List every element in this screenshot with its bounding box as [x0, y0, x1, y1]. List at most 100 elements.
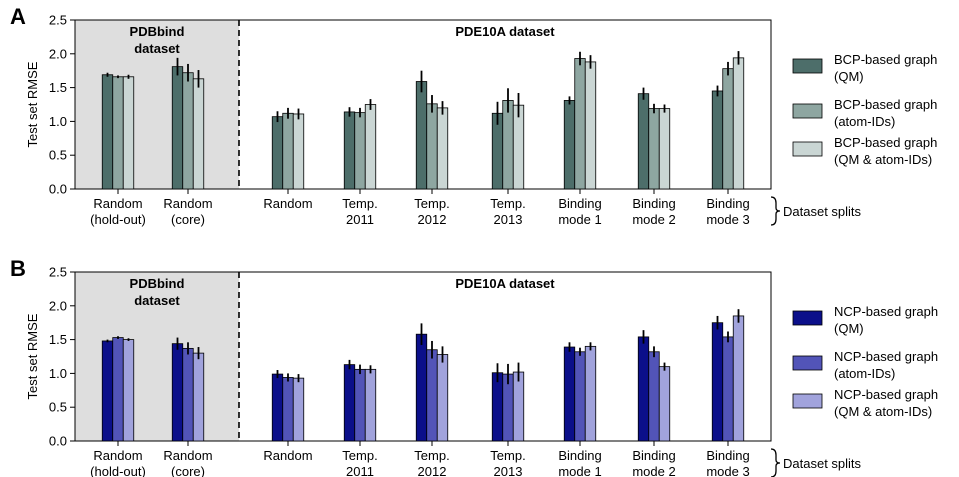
panel-letter: B [10, 256, 26, 281]
bar [574, 351, 586, 442]
x-tick-label: Random [263, 196, 312, 211]
legend-label: (QM) [834, 321, 864, 336]
bar [658, 108, 671, 190]
dataset-splits-label: Dataset splits [783, 204, 862, 219]
y-tick-label: 0.0 [49, 182, 67, 197]
y-axis-label: Test set RMSE [25, 313, 40, 399]
x-tick-label: (hold-out) [90, 212, 146, 227]
bar [584, 345, 597, 442]
x-tick-label: Binding [558, 448, 601, 463]
dataset-splits-brace [770, 448, 781, 477]
x-tick-label: 2012 [418, 464, 447, 477]
y-tick-label: 2.5 [49, 13, 67, 28]
bar [648, 351, 660, 442]
x-tick-label: 2013 [494, 212, 523, 227]
y-tick-label: 0.5 [49, 148, 67, 163]
x-tick-label: Random [93, 448, 142, 463]
y-tick-label: 2.0 [49, 298, 67, 313]
x-tick-label: mode 3 [706, 464, 749, 477]
bar [182, 72, 194, 190]
bar [584, 61, 597, 190]
dataset-splits-brace [770, 196, 781, 226]
bar [112, 337, 124, 442]
x-tick-label: Temp. [342, 196, 377, 211]
legend-swatch [792, 355, 823, 371]
bar [512, 371, 525, 442]
region-label-pdbbind: PDBbind [130, 24, 185, 39]
x-tick-label: Binding [558, 196, 601, 211]
bar [426, 103, 438, 190]
bar [354, 368, 366, 442]
x-tick-label: 2012 [418, 212, 447, 227]
bar [563, 100, 576, 190]
bar [722, 336, 734, 442]
bar [415, 81, 428, 190]
y-axis-label: Test set RMSE [25, 61, 40, 147]
bar [637, 336, 650, 442]
dataset-splits-label: Dataset splits [783, 456, 862, 471]
legend-label: (QM & atom-IDs) [834, 152, 932, 167]
x-tick-label: Temp. [414, 448, 449, 463]
x-tick-label: 2011 [346, 212, 374, 227]
legend-label: BCP-based graph [834, 97, 937, 112]
bar [271, 116, 284, 190]
bar [436, 107, 449, 190]
bar [122, 339, 135, 442]
panel-b: PDBbind dataset PDE10A dataset 0.0 0.5 1.0 1.5… [10, 256, 938, 477]
legend-label: NCP-based graph [834, 349, 938, 364]
bar [101, 74, 114, 190]
y-tick-label: 1.0 [49, 114, 67, 129]
region-label-pde10a: PDE10A dataset [455, 276, 555, 291]
bar [364, 368, 377, 442]
bar [732, 315, 745, 442]
legend-label: (QM) [834, 69, 864, 84]
region-label-pdbbind: dataset [134, 41, 180, 56]
x-tick-label: Random [93, 196, 142, 211]
region-label-pdbbind: PDBbind [130, 276, 185, 291]
legend-label: BCP-based graph [834, 135, 937, 150]
bar [192, 352, 205, 442]
bar [732, 57, 745, 190]
y-tick-label: 2.0 [49, 46, 67, 61]
x-tick-label: 2011 [346, 464, 374, 477]
x-tick-label: 2013 [494, 464, 523, 477]
x-tick-label: Temp. [490, 448, 525, 463]
x-tick-label: (hold-out) [90, 464, 146, 477]
bar [415, 333, 428, 442]
legend-swatch [792, 103, 823, 119]
bar [171, 343, 184, 442]
region-label-pde10a: PDE10A dataset [455, 24, 555, 39]
bar [491, 372, 504, 442]
legend-swatch [792, 310, 823, 326]
bar [648, 108, 660, 190]
bar [182, 347, 194, 442]
bar [122, 76, 135, 190]
x-tick-label: Binding [706, 448, 749, 463]
y-tick-label: 2.5 [49, 265, 67, 280]
bar [282, 112, 294, 190]
bar [711, 90, 724, 190]
x-tick-label: mode 3 [706, 212, 749, 227]
bar [711, 322, 724, 442]
bar [436, 354, 449, 442]
bar [171, 66, 184, 190]
legend-label: NCP-based graph [834, 304, 938, 319]
legend-label: (atom-IDs) [834, 366, 895, 381]
bar [192, 78, 205, 190]
bar [563, 346, 576, 442]
bar [112, 76, 124, 190]
x-tick-label: (core) [171, 464, 205, 477]
y-tick-label: 0.0 [49, 434, 67, 449]
bar [101, 340, 114, 442]
bar [722, 68, 734, 190]
x-tick-label: (core) [171, 212, 205, 227]
x-tick-label: Binding [632, 196, 675, 211]
bar [292, 377, 305, 442]
x-tick-label: Random [163, 196, 212, 211]
y-tick-label: 1.0 [49, 366, 67, 381]
legend-label: (atom-IDs) [834, 114, 895, 129]
panel-letter: A [10, 4, 26, 29]
bar [574, 58, 586, 190]
legend-label: (QM & atom-IDs) [834, 404, 932, 419]
